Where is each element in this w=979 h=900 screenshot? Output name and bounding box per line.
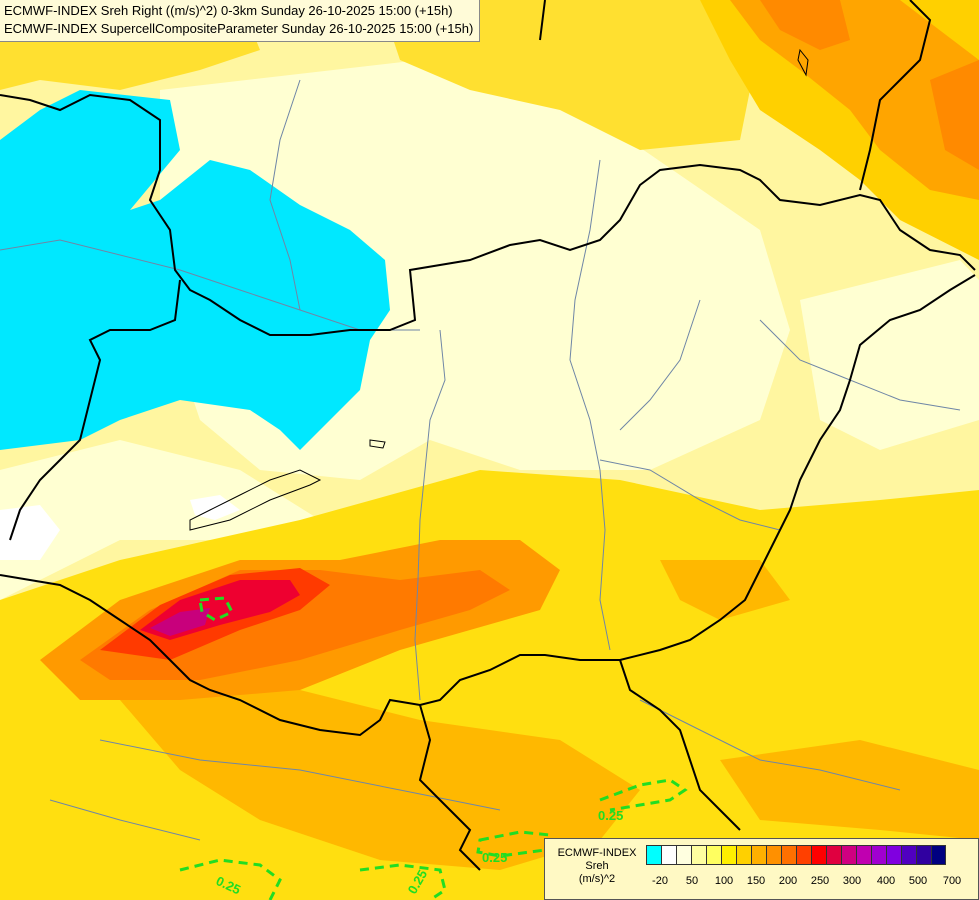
contour-label: 0.25: [482, 850, 507, 865]
pale-field-east: [800, 260, 979, 450]
legend-tick-label: 200: [778, 875, 798, 887]
title-line-2: ECMWF-INDEX SupercellCompositeParameter …: [4, 21, 474, 36]
legend-line-2: Sreh: [585, 860, 609, 872]
scp-contours: [179, 596, 688, 900]
orange-core-east: [930, 60, 979, 170]
legend-swatch: [676, 845, 691, 865]
legend-swatch: [901, 845, 916, 865]
legend-swatch: [796, 845, 811, 865]
legend-swatch: [781, 845, 796, 865]
legend-tick-label: -20: [652, 875, 668, 887]
country-borders: [0, 0, 976, 871]
legend-swatch: [766, 845, 781, 865]
legend-swatch: [661, 845, 676, 865]
legend-swatch: [751, 845, 766, 865]
legend-swatch: [916, 845, 931, 865]
legend-label: ECMWF-INDEX Sreh (m/s)^2: [549, 847, 645, 886]
legend-swatch: [841, 845, 856, 865]
legend-tick-label: 150: [746, 875, 766, 887]
legend-tick-label: 400: [876, 875, 896, 887]
map-title: ECMWF-INDEX Sreh Right ((m/s)^2) 0-3km S…: [0, 0, 481, 42]
legend-swatch: [856, 845, 871, 865]
legend-line-3: (m/s)^2: [578, 873, 616, 885]
white-patch-west: [0, 505, 60, 560]
legend-tick-label: 250: [810, 875, 830, 887]
orange-field-south: [120, 680, 640, 870]
legend-swatch: [691, 845, 706, 865]
legend-swatch: [736, 845, 751, 865]
legend-tick-label: 700: [942, 875, 962, 887]
legend-swatches: [646, 845, 946, 865]
orange-field-southeast-2: [720, 740, 979, 840]
legend-swatch: [646, 845, 661, 865]
legend-tick-label: 300: [842, 875, 862, 887]
legend-tick-label: 100: [714, 875, 734, 887]
legend-swatch: [886, 845, 901, 865]
legend-ticks: -20 50 100 150 200 250 300 400 500 700: [646, 875, 976, 889]
legend-swatch: [826, 845, 841, 865]
contour-label: 0.25: [598, 808, 623, 823]
cyan-field: [0, 90, 390, 450]
legend-line-1: ECMWF-INDEX: [557, 847, 637, 859]
color-legend: ECMWF-INDEX Sreh (m/s)^2 -20 50 100 150 200 2…: [544, 838, 979, 900]
legend-tick-label: 500: [908, 875, 928, 887]
pale-field-west: [0, 440, 320, 600]
title-line-1: ECMWF-INDEX Sreh Right ((m/s)^2) 0-3km S…: [4, 3, 453, 18]
lake-outlines: [189, 48, 809, 531]
legend-tick-label: 50: [685, 875, 699, 887]
legend-swatch: [931, 845, 946, 865]
rivers: [0, 79, 961, 841]
legend-swatch: [721, 845, 736, 865]
orange-core-northeast: [760, 0, 850, 50]
orange-field-northeast: [730, 0, 979, 200]
legend-swatch: [811, 845, 826, 865]
legend-swatch: [871, 845, 886, 865]
legend-swatch: [706, 845, 721, 865]
magenta-core: [150, 608, 210, 636]
